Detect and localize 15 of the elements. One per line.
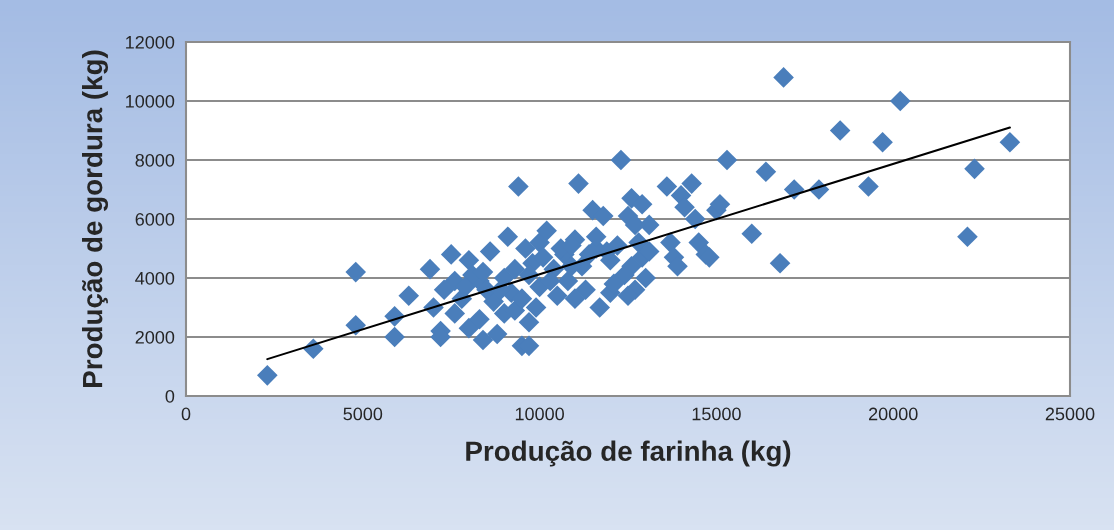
y-tick-label: 12000 xyxy=(126,35,175,49)
x-tick-label: 5000 xyxy=(343,407,383,421)
x-tick-label: 0 xyxy=(181,407,191,421)
y-tick-label: 6000 xyxy=(135,212,175,226)
y-tick-label: 4000 xyxy=(135,271,175,285)
x-tick-label: 20000 xyxy=(869,407,918,421)
y-tick-label: 0 xyxy=(165,389,175,403)
x-tick-label: 10000 xyxy=(515,407,564,421)
x-tick-label: 15000 xyxy=(692,407,741,421)
x-axis-title: Produção de farinha (kg) xyxy=(466,440,791,467)
y-tick-label: 10000 xyxy=(126,94,175,108)
y-axis-title: Produção de gordura (kg) xyxy=(82,50,109,387)
y-tick-label: 8000 xyxy=(135,153,175,167)
y-tick-label: 2000 xyxy=(135,330,175,344)
x-tick-label: 25000 xyxy=(1045,407,1095,421)
